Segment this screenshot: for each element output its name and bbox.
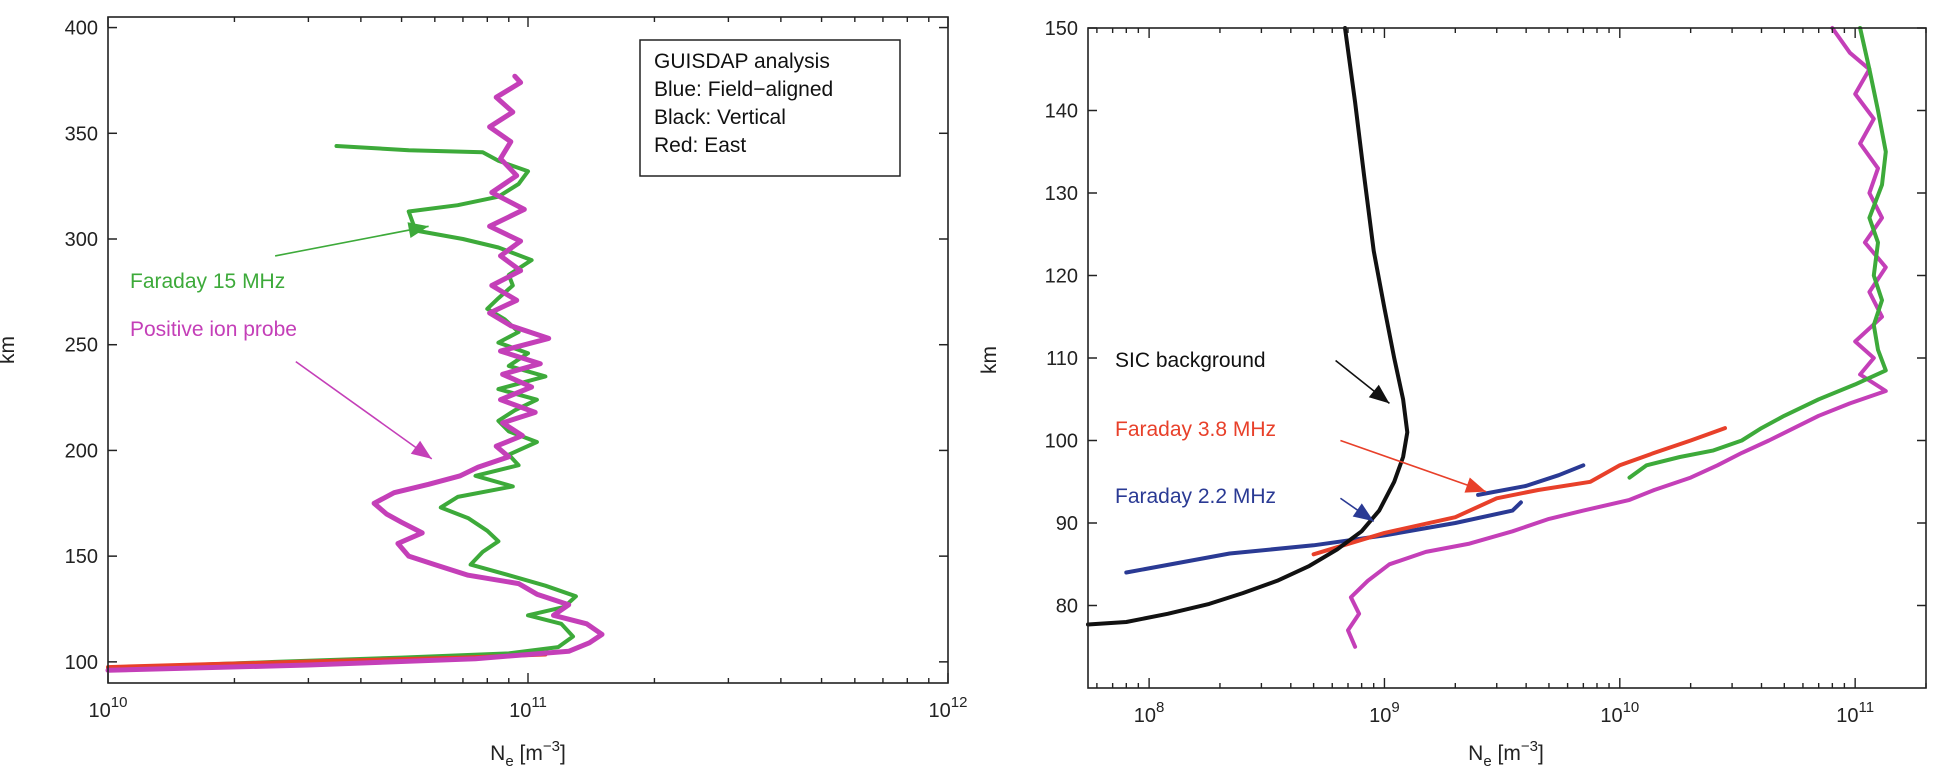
x-tick-base: 10 [1134, 705, 1156, 727]
x-tick-exponent: 10 [1623, 699, 1640, 716]
right-xlabel-exp: −3 [1521, 738, 1538, 755]
y-tick-label: 110 [1046, 348, 1078, 370]
y-tick-label: 150 [65, 546, 98, 568]
x-tick-base: 10 [509, 700, 531, 722]
series-line-3 [1124, 500, 1523, 575]
x-tick-exponent: 11 [531, 694, 547, 711]
x-tick-exponent: 12 [951, 694, 968, 711]
annotation-arrow-head-1 [407, 222, 429, 238]
legend-line-4: Red: East [654, 134, 746, 157]
left-xlabel-close: ] [560, 742, 566, 765]
x-tick-base: 10 [89, 700, 111, 722]
x-tick-label: 1010 [89, 694, 128, 722]
annotation-faraday-3-8mhz: Faraday 3.8 MHz [1115, 418, 1276, 441]
x-tick-label: 109 [1369, 699, 1400, 727]
annotation-arrow-head-2 [410, 440, 432, 459]
legend-line-3: Black: Vertical [654, 106, 786, 129]
x-tick-label: 1010 [1600, 699, 1639, 727]
y-tick-label: 140 [1045, 101, 1078, 123]
right-annotation-arrows [1335, 359, 1487, 523]
right-plot-frame [1087, 27, 1927, 689]
annotation-arrow-head-1 [1368, 384, 1390, 404]
y-tick-label: 200 [65, 440, 98, 462]
series-line-6 [1086, 26, 1410, 627]
right-y-axis-title: km [978, 346, 1001, 374]
legend-frame [639, 39, 901, 177]
y-tick-label: 90 [1056, 513, 1078, 535]
x-tick-base: 10 [1600, 705, 1622, 727]
legend-line-1: GUISDAP analysis [654, 50, 830, 73]
left-xlabel-sub: e [505, 753, 513, 770]
y-tick-label: 130 [1045, 183, 1078, 205]
legend-line-2: Blue: Field−aligned [654, 78, 833, 101]
x-tick-base: 10 [929, 700, 951, 722]
x-tick-label: 1012 [929, 694, 968, 722]
left-annotation-arrows [274, 222, 433, 460]
annotation-arrow-head-3 [1352, 503, 1374, 522]
left-x-axis-title: Ne [m−3] [490, 738, 566, 770]
y-tick-label: 80 [1056, 596, 1078, 618]
left-plot-frame [107, 16, 949, 684]
x-tick-base: 10 [1369, 705, 1391, 727]
x-tick-exponent: 9 [1391, 699, 1399, 716]
annotation-arrow-line-2 [1340, 439, 1487, 493]
x-tick-label: 1011 [1836, 699, 1874, 727]
left-series-layer [105, 73, 605, 673]
left-y-axis-title: km [0, 336, 19, 364]
y-tick-label: 100 [1045, 431, 1078, 453]
annotation-arrow-head-2 [1464, 477, 1486, 493]
annotation-sic-background: SIC background [1115, 349, 1266, 372]
right-xlabel-unit: [m [1492, 742, 1521, 765]
right-series-layer [1086, 26, 1888, 649]
right-x-axis-title: Ne [m−3] [1468, 738, 1544, 770]
annotation-faraday-15mhz: Faraday 15 MHz [130, 270, 285, 293]
left-xlabel-main: N [490, 742, 505, 765]
y-tick-label: 300 [65, 229, 98, 251]
series-line-3 [105, 73, 605, 673]
right-xlabel-sub: e [1483, 753, 1491, 770]
right-xlabel-main: N [1468, 742, 1483, 765]
right-xlabel-close: ] [1538, 742, 1544, 765]
series-line-5 [1311, 426, 1727, 557]
x-tick-exponent: 10 [111, 694, 128, 711]
annotation-positive-ion-probe: Positive ion probe [130, 318, 297, 341]
left-legend-box: GUISDAP analysis Blue: Field−aligned Bla… [639, 39, 901, 177]
x-tick-base: 10 [1836, 705, 1858, 727]
series-line-4 [1476, 463, 1586, 497]
annotation-arrow-line-2 [295, 360, 433, 460]
y-tick-label: 150 [1045, 18, 1078, 40]
series-line-1 [1346, 26, 1888, 649]
y-tick-label: 350 [65, 123, 98, 145]
annotation-faraday-2-2mhz: Faraday 2.2 MHz [1115, 485, 1276, 508]
left-xlabel-exp: −3 [543, 738, 560, 755]
x-tick-label: 108 [1134, 699, 1165, 727]
y-tick-label: 120 [1045, 266, 1078, 288]
y-tick-label: 250 [65, 335, 98, 357]
y-tick-label: 400 [65, 18, 98, 40]
y-tick-label: 100 [65, 652, 98, 674]
annotation-arrow-line-1 [274, 225, 429, 257]
x-tick-exponent: 8 [1156, 699, 1164, 716]
series-line-1 [106, 144, 578, 671]
series-line-2 [1627, 26, 1888, 480]
x-tick-label: 1011 [509, 694, 547, 722]
x-tick-exponent: 11 [1858, 699, 1874, 716]
left-xlabel-unit: [m [514, 742, 543, 765]
